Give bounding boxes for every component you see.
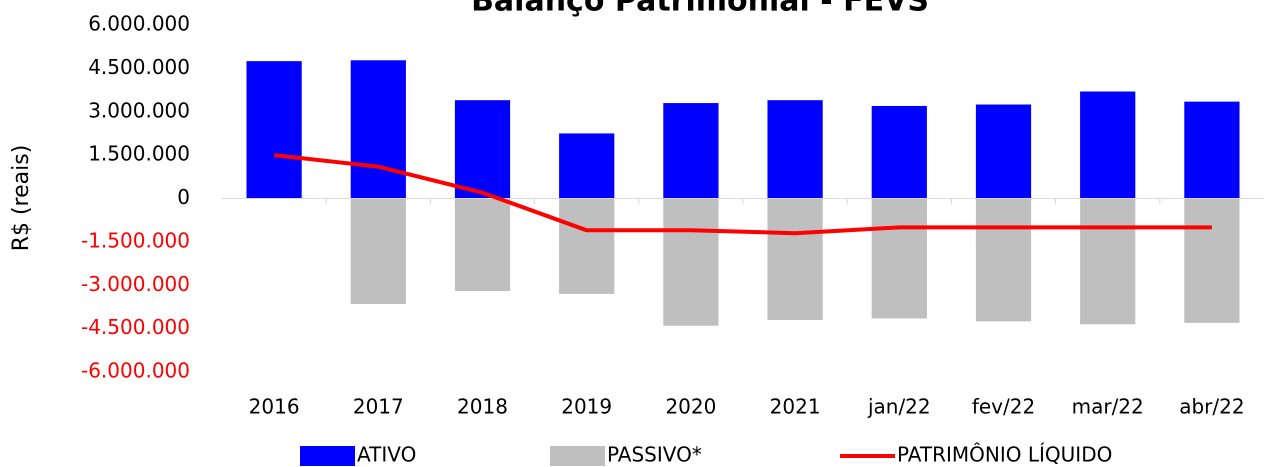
y-axis-label: R$ (reais) (9, 145, 34, 252)
y-tick-label: -6.000.000 (81, 359, 190, 383)
bar (1080, 91, 1136, 199)
bar (1184, 198, 1240, 323)
chart-title: Balanço Patrimonial - FEVS (471, 0, 929, 19)
y-tick-label: 6.000.000 (88, 12, 190, 36)
x-tick-label: mar/22 (1072, 395, 1144, 419)
bar (350, 60, 406, 199)
legend-label: PASSIVO* (607, 443, 702, 467)
bar (1080, 198, 1136, 325)
bar (1184, 101, 1240, 199)
y-tick-label: 1.500.000 (88, 142, 190, 166)
bar (559, 198, 615, 294)
bar (975, 104, 1032, 199)
x-tick-label: fev/22 (972, 395, 1035, 419)
x-tick-label: jan/22 (867, 395, 931, 419)
legend-label: ATIVO (357, 443, 416, 467)
bar (871, 105, 927, 199)
bar (454, 198, 511, 292)
legend-swatch (300, 446, 355, 466)
x-tick-label: 2017 (353, 395, 404, 419)
y-tick-label: -1.500.000 (81, 228, 190, 252)
x-tick-label: 2020 (665, 395, 716, 419)
bar (350, 198, 406, 305)
bar (663, 103, 719, 199)
bar (246, 61, 302, 199)
bar (559, 133, 615, 199)
y-tick-label: 3.000.000 (88, 98, 190, 122)
bar (767, 100, 823, 199)
y-tick-label: 0 (177, 185, 190, 209)
bar (767, 198, 823, 320)
x-tick-label: 2018 (457, 395, 508, 419)
y-tick-label: -4.500.000 (81, 315, 190, 339)
line (273, 153, 1212, 236)
bar (871, 198, 927, 319)
y-tick-label: 4.500.000 (88, 55, 190, 79)
legend-swatch (550, 446, 605, 466)
x-tick-label: 2021 (770, 395, 821, 419)
bar (975, 198, 1032, 322)
x-tick-label: abr/22 (1179, 395, 1244, 419)
bar (663, 198, 719, 326)
legend-label: PATRIMÔNIO LÍQUIDO (897, 443, 1112, 467)
bar (454, 100, 511, 199)
y-tick-label: -3.000.000 (81, 272, 190, 296)
x-tick-label: 2019 (561, 395, 612, 419)
x-tick-label: 2016 (249, 395, 300, 419)
